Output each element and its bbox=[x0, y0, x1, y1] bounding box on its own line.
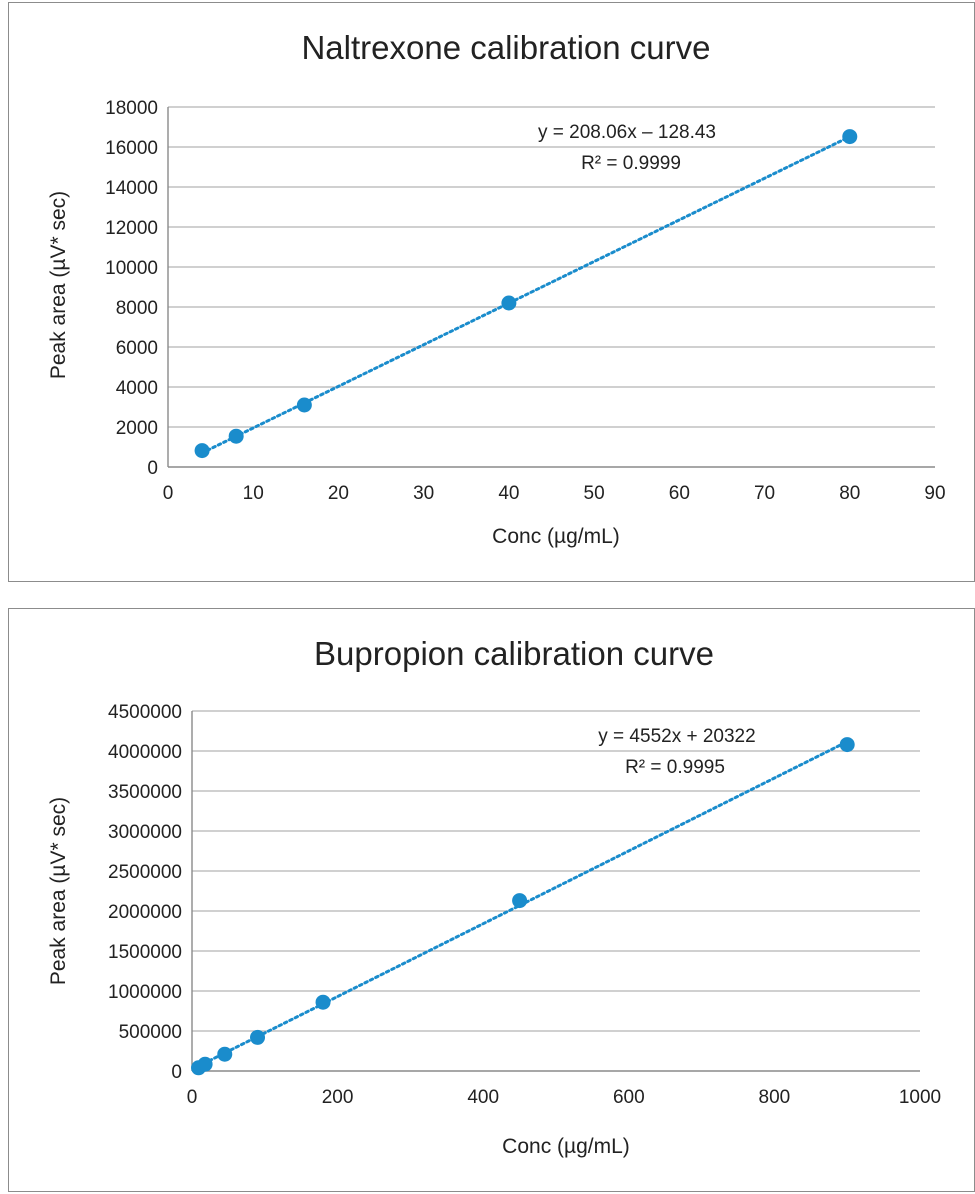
x-tick-label: 800 bbox=[759, 1087, 791, 1108]
data-point bbox=[217, 1046, 233, 1062]
y-tick-label: 4500000 bbox=[108, 702, 182, 723]
y-tick-label: 2000 bbox=[116, 418, 158, 439]
x-tick-label: 400 bbox=[467, 1087, 499, 1108]
y-tick-label: 2000000 bbox=[108, 902, 182, 923]
r-squared-label: R² = 0.9995 bbox=[625, 757, 725, 778]
y-tick-label: 500000 bbox=[119, 1022, 182, 1043]
y-tick-label: 12000 bbox=[105, 218, 158, 239]
x-tick-label: 50 bbox=[584, 483, 605, 504]
trendline-equation: y = 208.06x – 128.43 bbox=[538, 122, 716, 143]
y-tick-label: 2500000 bbox=[108, 862, 182, 883]
x-tick-label: 0 bbox=[163, 483, 174, 504]
y-tick-label: 0 bbox=[171, 1062, 182, 1083]
data-point bbox=[197, 1056, 213, 1072]
y-tick-label: 10000 bbox=[105, 258, 158, 279]
y-tick-label: 18000 bbox=[105, 98, 158, 119]
data-point bbox=[228, 428, 244, 444]
x-tick-label: 90 bbox=[924, 483, 945, 504]
x-tick-label: 60 bbox=[669, 483, 690, 504]
y-tick-label: 1000000 bbox=[108, 982, 182, 1003]
y-tick-label: 4000000 bbox=[108, 742, 182, 763]
naltrexone-chart: Naltrexone calibration curve 0 2000 4000 60… bbox=[47, 29, 946, 548]
y-tick-label: 6000 bbox=[116, 338, 158, 359]
y-axis-label: Peak area (µV* sec) bbox=[47, 191, 70, 379]
data-point bbox=[839, 737, 855, 753]
y-tick-label: 0 bbox=[147, 458, 158, 479]
y-tick-label: 14000 bbox=[105, 178, 158, 199]
x-tick-label: 30 bbox=[413, 483, 434, 504]
y-axis-label: Peak area (µV* sec) bbox=[47, 797, 70, 985]
y-tick-label: 16000 bbox=[105, 138, 158, 159]
x-tick-label: 20 bbox=[328, 483, 349, 504]
x-tick-label: 80 bbox=[839, 483, 860, 504]
data-point bbox=[250, 1029, 266, 1045]
x-tick-label: 600 bbox=[613, 1087, 645, 1108]
bupropion-chart-panel: Bupropion calibration curve 0 500000 10000… bbox=[8, 608, 975, 1192]
data-point bbox=[315, 994, 331, 1010]
data-point bbox=[296, 397, 312, 413]
x-tick-label: 0 bbox=[187, 1087, 198, 1108]
y-tick-label: 3500000 bbox=[108, 782, 182, 803]
chart-title: Naltrexone calibration curve bbox=[301, 29, 710, 66]
data-point bbox=[501, 295, 517, 311]
y-tick-label: 4000 bbox=[116, 378, 158, 399]
chart-title: Bupropion calibration curve bbox=[314, 635, 714, 672]
x-tick-label: 200 bbox=[322, 1087, 354, 1108]
data-point bbox=[842, 129, 858, 145]
x-tick-label: 1000 bbox=[899, 1087, 941, 1108]
x-tick-label: 70 bbox=[754, 483, 775, 504]
bupropion-chart: Bupropion calibration curve 050000010000… bbox=[47, 635, 941, 1158]
y-tick-label: 3000000 bbox=[108, 822, 182, 843]
r-squared-label: R² = 0.9999 bbox=[581, 153, 681, 174]
data-point bbox=[512, 893, 528, 909]
x-tick-label: 40 bbox=[498, 483, 519, 504]
y-tick-label: 8000 bbox=[116, 298, 158, 319]
x-axis-label: Conc (µg/mL) bbox=[502, 1135, 630, 1158]
data-point bbox=[194, 443, 210, 459]
naltrexone-chart-panel: Naltrexone calibration curve 0 2000 4000 60… bbox=[8, 2, 975, 582]
y-tick-label: 1500000 bbox=[108, 942, 182, 963]
x-axis-label: Conc (µg/mL) bbox=[492, 525, 620, 548]
trendline-equation: y = 4552x + 20322 bbox=[598, 726, 755, 747]
x-tick-label: 10 bbox=[243, 483, 264, 504]
